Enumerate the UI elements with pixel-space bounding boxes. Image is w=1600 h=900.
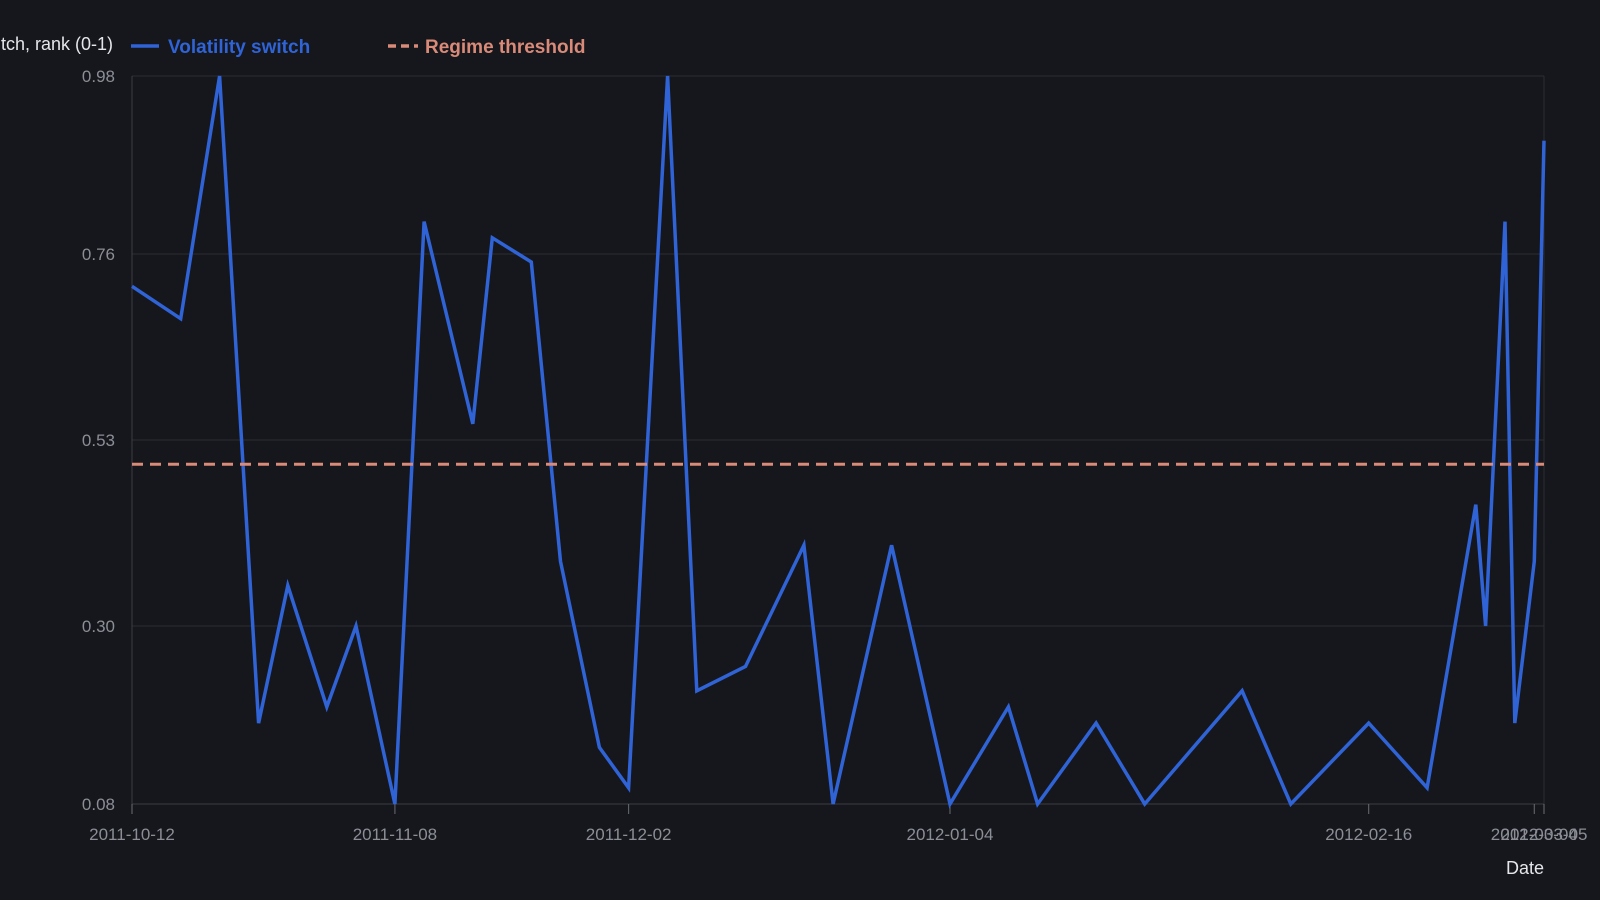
x-tick-label: 2012-03-05 bbox=[1501, 825, 1588, 844]
legend: Volatility switch Regime threshold bbox=[131, 37, 585, 58]
tick-labels: 0.08 0.30 0.53 0.76 0.98 2011-10-12 2011-11-08… bbox=[82, 67, 1588, 844]
legend-label-volatility-switch: Volatility switch bbox=[168, 37, 310, 58]
x-tick-label: 2012-01-04 bbox=[907, 825, 994, 844]
y-tick-label: 0.76 bbox=[82, 245, 115, 264]
y-tick-label: 0.53 bbox=[82, 431, 115, 450]
y-tick-label: 0.30 bbox=[82, 617, 115, 636]
x-axis-title: Date bbox=[1506, 858, 1544, 878]
legend-label-regime-threshold: Regime threshold bbox=[425, 37, 585, 58]
x-tick-label: 2011-10-12 bbox=[89, 825, 175, 844]
x-tick-label: 2012-02-16 bbox=[1325, 825, 1412, 844]
series-layer bbox=[131, 75, 1546, 809]
y-tick-label: 0.98 bbox=[82, 67, 115, 86]
x-tick-label: 2011-12-02 bbox=[586, 825, 672, 844]
x-tick-label: 2011-11-08 bbox=[353, 825, 437, 844]
x-tick-label: 2012-03-04 bbox=[1491, 825, 1578, 844]
series-line-volatility-switch bbox=[131, 75, 1546, 809]
y-axis-title: Volatility switch, rank (0-1) bbox=[0, 34, 113, 54]
y-tick-label: 0.08 bbox=[82, 795, 115, 814]
